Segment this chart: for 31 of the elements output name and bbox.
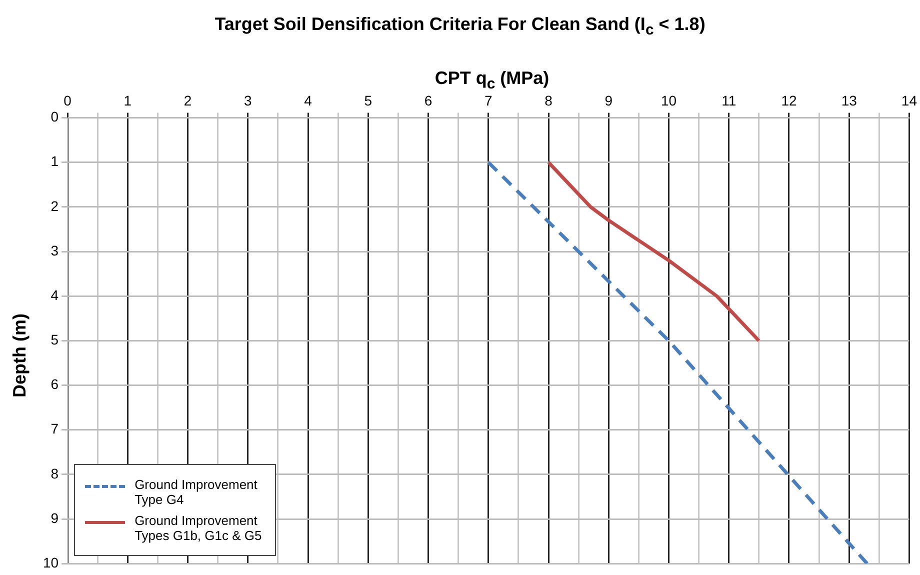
- x-tick-label: 5: [364, 92, 372, 108]
- x-tick-label: 9: [604, 92, 613, 108]
- x-tick-label: 13: [841, 92, 858, 108]
- x-tick-label: 10: [660, 92, 677, 108]
- x-axis-title: CPT q$_{c}$ (MPa): [434, 68, 550, 93]
- x-tick-label: 2: [184, 92, 192, 108]
- x-tick-label: 0: [64, 92, 72, 108]
- y-tick-label: 3: [50, 242, 59, 258]
- y-tick-label: 5: [50, 332, 59, 348]
- x-tick-label: 12: [781, 92, 797, 108]
- y-tick-label: 7: [50, 420, 59, 437]
- y-tick-label: 9: [50, 510, 59, 526]
- y-tick-label: 0: [50, 108, 59, 125]
- x-tick-label: 7: [484, 92, 492, 108]
- x-tick-label: 11: [722, 92, 736, 108]
- legend-label: Ground Improvement Types G1b, G1c & G5: [134, 512, 263, 543]
- y-tick-label: 4: [50, 286, 59, 303]
- x-tick-label: 8: [544, 92, 553, 108]
- x-tick-label: 14: [901, 92, 918, 108]
- y-tick-label: 2: [50, 198, 59, 214]
- legend-label: Ground Improvement Type G4: [134, 476, 258, 507]
- y-tick-label: 8: [50, 465, 59, 482]
- x-tick-label: 4: [304, 92, 312, 108]
- y-tick-label: 6: [50, 376, 59, 392]
- x-tick-label: 1: [124, 92, 132, 108]
- y-tick-label: 1: [50, 153, 59, 170]
- y-axis-title: Depth (m): [10, 312, 30, 400]
- x-tick-label: 6: [424, 92, 432, 108]
- chart-title: Target Soil Densification Criteria For Clean Sand (I$_{c}$ < 1.8): [214, 14, 706, 39]
- x-tick-label: 3: [244, 92, 252, 108]
- y-tick-label: 10: [42, 554, 59, 570]
